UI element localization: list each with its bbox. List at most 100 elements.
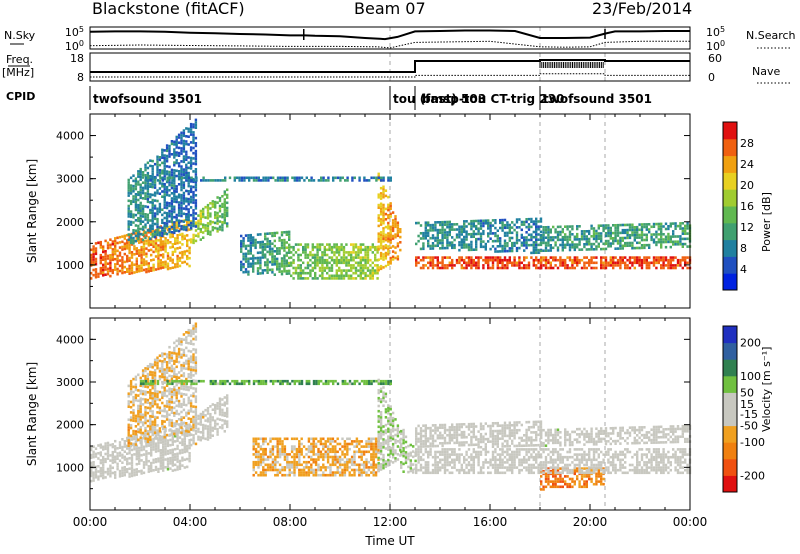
velocity-panel-echo-band (415, 448, 543, 475)
nave-line (90, 73, 690, 78)
cpid-segment-label: bmsp-tou CT-trig 230 (422, 92, 564, 106)
velocity-panel-colorbar-swatch (723, 326, 737, 344)
power-panel-colorbar-swatch (723, 155, 737, 173)
power-panel-colorbar-swatch (723, 122, 737, 140)
time-axis-label: Time UT (364, 534, 415, 548)
nave-right-tick: 0 (708, 71, 715, 84)
velocity-panel-echo-band (190, 394, 229, 447)
velocity-panel-echo-band (90, 422, 191, 483)
velocity-panel-ytick-label: 4000 (56, 333, 84, 346)
cpid-segment-label: twofsound 3501 (543, 92, 652, 106)
beam-title: Beam 07 (354, 0, 426, 18)
noise-left-tick: 100 (65, 39, 84, 53)
power-panel-colorbar-swatch (723, 138, 737, 157)
power-panel-ytick-label: 1000 (56, 259, 84, 272)
power-panel-colorbar-swatch (723, 222, 737, 241)
power-panel-colorbar-swatch (723, 239, 737, 257)
velocity-panel-colorbar-swatch (723, 425, 737, 443)
nsearch-label: N.Search (746, 29, 796, 42)
freq-line (90, 59, 690, 73)
power-panel-colorbar-swatch (723, 172, 737, 190)
power-panel-colorbar-tick: 20 (740, 179, 754, 192)
power-panel-echo-band (240, 230, 291, 276)
date-title: 23/Feb/2014 (592, 0, 693, 18)
velocity-panel-colorbar-swatch (723, 409, 737, 427)
velocity-panel-colorbar-tick: -50 (740, 420, 758, 433)
velocity-panel-colorbar-swatch (723, 375, 737, 393)
nsky-label: N.Sky (4, 29, 36, 42)
velocity-panel-colorbar-swatch (723, 342, 737, 360)
power-panel-colorbar-swatch (723, 256, 737, 274)
noise-left-tick: 105 (65, 25, 84, 39)
velocity-panel-colorbar-tick: 15 (740, 398, 754, 411)
power-panel-colorbar (722, 121, 738, 291)
cpid-segment-label: tou (fast) 503 (393, 92, 486, 106)
velocity-panel-echo-band (540, 448, 692, 475)
power-panel-colorbar-tick: 8 (740, 242, 747, 255)
noise-right-tick: 100 (706, 39, 725, 53)
power-panel-colorbar-tick: 24 (740, 158, 754, 171)
nsky-line (89, 29, 690, 41)
power-panel-echo-band (127, 118, 198, 245)
velocity-panel-colorbar (722, 325, 738, 493)
power-panel-ytick-label: 2000 (56, 216, 84, 229)
power-panel-ytick-label: 4000 (56, 130, 84, 143)
velocity-panel-colorbar-tick: 50 (740, 386, 754, 399)
freq-panel-frame (89, 52, 691, 82)
power-panel-colorbar-tick: 12 (740, 221, 754, 234)
power-panel-colorbar-tick: 4 (740, 263, 747, 276)
time-tick-label: 20:00 (573, 515, 608, 529)
station-title: Blackstone (fitACF) (92, 0, 245, 18)
time-tick-label: 16:00 (473, 515, 508, 529)
power-panel-echo-band (415, 217, 543, 255)
power-panel-echo-band (144, 176, 392, 182)
velocity-panel-ytick-label: 2000 (56, 419, 84, 432)
time-tick-label: 00:00 (673, 515, 708, 529)
power-panel-colorbar-swatch (723, 273, 737, 291)
noise-right-tick: 105 (706, 25, 725, 39)
velocity-panel-ylabel: Slant Range [km] (25, 362, 39, 466)
mhz-label: [MHz] (2, 66, 35, 79)
velocity-panel-colorbar-tick: -15 (740, 408, 758, 421)
velocity-panel-colorbar-swatch (723, 359, 737, 377)
velocity-panel-echo-band (377, 378, 402, 473)
cpid-segment-label: twofsound 3501 (93, 92, 202, 106)
time-tick-label: 00:00 (73, 515, 108, 529)
power-panel-echo-band (377, 172, 402, 272)
power-panel-colorbar-tick: 16 (740, 200, 754, 213)
power-panel-echo-band (540, 256, 692, 270)
power-panel-echo-band (540, 221, 692, 253)
power-panel-ylabel: Slant Range [km] (25, 159, 39, 263)
nsearch-line (89, 40, 690, 49)
noise-panel-frame (89, 26, 691, 50)
freq-left-tick: 8 (77, 71, 84, 84)
velocity-panel-colorbar-tick: 100 (740, 370, 761, 383)
power-panel-echo-band (290, 243, 379, 280)
velocity-panel-echo-band (252, 437, 380, 477)
freq-label: Freq. (6, 53, 34, 66)
time-tick-label: 12:00 (373, 515, 408, 529)
velocity-panel-colorbar-swatch (723, 458, 737, 476)
velocity-panel-echo-band (400, 428, 417, 474)
power-panel-colorbar-tick: 28 (740, 137, 754, 150)
velocity-panel-ytick-label: 3000 (56, 376, 84, 389)
velocity-panel-echo-band (540, 424, 692, 448)
power-panel-colorbar-swatch (723, 189, 737, 207)
velocity-panel-ytick-label: 1000 (56, 461, 84, 474)
velocity-panel-colorbar-swatch (723, 475, 737, 493)
velocity-panel-echo-band (415, 420, 543, 449)
velocity-panel-colorbar-tick: -200 (740, 469, 765, 482)
velocity-panel-colorbar-swatch (723, 392, 737, 410)
nave-label: Nave (752, 65, 781, 78)
power-panel-echo-band (90, 218, 191, 280)
freq-left-tick: 18 (70, 52, 84, 65)
velocity-panel-colorbar-swatch (723, 442, 737, 460)
time-tick-label: 04:00 (173, 515, 208, 529)
power-panel-echo-band (415, 256, 543, 270)
power-panel-ytick-label: 3000 (56, 173, 84, 186)
power-panel-colorbar-swatch (723, 206, 737, 224)
power-panel-echo-band (190, 188, 229, 245)
nave-right-tick: 60 (708, 52, 722, 65)
cpid-label: CPID (6, 90, 36, 103)
